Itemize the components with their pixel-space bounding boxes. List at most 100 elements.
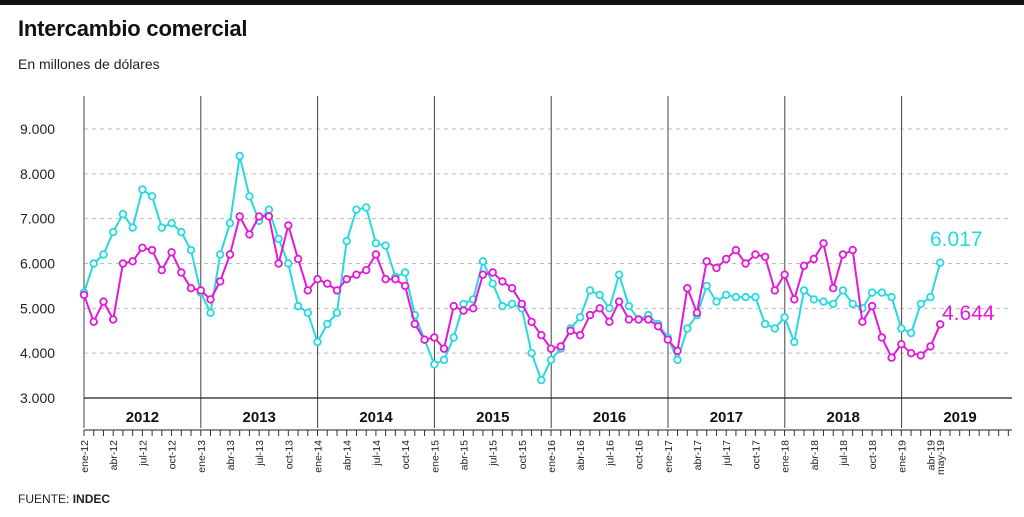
- imports-point: [89, 259, 98, 268]
- exports-point: [605, 317, 614, 326]
- exports-point: [790, 295, 799, 304]
- exports-point: [196, 286, 205, 295]
- exports-point: [897, 340, 906, 349]
- exports-point: [556, 342, 565, 351]
- imports-point: [507, 299, 517, 309]
- year-label: 2015: [476, 409, 509, 426]
- exports-point: [595, 304, 604, 313]
- exports-point: [439, 344, 449, 353]
- exports-point: [488, 268, 497, 277]
- top-rule: [0, 0, 1024, 5]
- y-tick-label: 9.000: [20, 121, 55, 137]
- imports-point: [264, 205, 274, 214]
- imports-point: [147, 192, 157, 201]
- exports-point: [838, 250, 848, 259]
- imports-point: [293, 301, 303, 311]
- imports-point: [595, 290, 604, 300]
- imports-point: [614, 270, 624, 279]
- x-tick-label: jul-16: [604, 440, 616, 467]
- source-note: FUENTE: INDEC: [18, 492, 110, 506]
- imports-point: [138, 185, 147, 194]
- imports-point: [770, 324, 779, 333]
- exports-point: [264, 212, 274, 221]
- exports-point: [381, 275, 390, 284]
- exports-point: [673, 346, 682, 356]
- imports-point: [303, 308, 312, 317]
- imports-point: [537, 375, 546, 385]
- x-tick-label: ene-19: [896, 440, 908, 473]
- imports-point: [215, 250, 225, 259]
- x-tick-label: jul-14: [371, 440, 383, 467]
- x-tick-label: ene-12: [79, 440, 91, 473]
- x-tick-label: oct-14: [400, 440, 412, 469]
- exports-point: [799, 261, 809, 270]
- imports-point: [799, 286, 809, 295]
- x-tick-label: abr-12: [108, 440, 120, 471]
- imports-point: [906, 328, 916, 338]
- y-tick-label: 3.000: [20, 390, 55, 406]
- imports-point: [624, 301, 634, 311]
- y-tick-label: 5.000: [20, 300, 55, 316]
- imports-point: [342, 236, 351, 246]
- x-tick-label: ene-18: [780, 440, 792, 473]
- exports-point: [459, 306, 468, 315]
- exports-point: [245, 230, 254, 239]
- imports-point: [177, 227, 186, 237]
- imports-point: [722, 290, 731, 300]
- x-tick-label: abr-13: [225, 440, 237, 471]
- exports-point: [770, 286, 779, 295]
- exports-point: [352, 270, 361, 279]
- imports-point: [206, 308, 215, 317]
- imports-point: [916, 299, 925, 309]
- exports-point: [624, 315, 634, 324]
- x-axis: 2012 2013 2014 2015 2016 2017 2018 2019 ene-12 ab…: [79, 397, 1012, 475]
- imports-point: [381, 241, 390, 250]
- exports-point: [186, 284, 196, 293]
- source-name: INDEC: [72, 492, 111, 506]
- exports-point: [206, 295, 215, 304]
- exports-point: [906, 349, 916, 358]
- x-tick-label: oct-18: [867, 440, 879, 469]
- exports-point: [576, 331, 585, 340]
- y-axis-ticks: 3.000 4.000 5.000 6.000 7.000 8.000 9.000: [20, 121, 55, 406]
- exports-point: [430, 333, 439, 342]
- imports-point: [439, 355, 449, 365]
- year-label: 2018: [827, 409, 860, 426]
- exports-point: [653, 322, 663, 331]
- imports-point: [605, 304, 614, 313]
- exports-point: [177, 268, 186, 277]
- imports-point: [498, 301, 507, 311]
- x-tick-label: ene-17: [663, 440, 675, 473]
- imports-point: [118, 209, 128, 219]
- exports-point: [342, 275, 351, 284]
- exports-point: [225, 250, 235, 259]
- x-tick-label: may-19: [935, 440, 947, 475]
- x-tick-label: oct-13: [283, 440, 295, 469]
- exports-point: [293, 254, 303, 264]
- imports-point: [848, 299, 857, 309]
- exports-point: [916, 351, 925, 360]
- imports-point: [683, 324, 692, 333]
- exports-point: [527, 317, 536, 326]
- imports-point: [546, 355, 556, 365]
- x-tick-label: abr-16: [575, 440, 587, 471]
- x-tick-label: jul-17: [721, 440, 733, 467]
- imports-point: [926, 292, 935, 302]
- year-label: 2012: [126, 409, 159, 426]
- imports-point: [362, 203, 371, 212]
- imports-point: [809, 295, 818, 304]
- imports-point: [225, 218, 235, 228]
- exports-point: [877, 333, 887, 342]
- imports-point: [780, 313, 789, 322]
- x-tick-label: abr-19: [926, 440, 938, 471]
- imports-point: [274, 234, 283, 244]
- exports-point: [89, 317, 98, 326]
- year-label: 2017: [710, 409, 743, 426]
- exports-point: [634, 315, 643, 324]
- exports-point: [741, 259, 750, 268]
- imports-point: [731, 292, 741, 302]
- exports-point: [138, 243, 147, 252]
- exports-point: [157, 266, 166, 275]
- imports-point: [867, 288, 877, 297]
